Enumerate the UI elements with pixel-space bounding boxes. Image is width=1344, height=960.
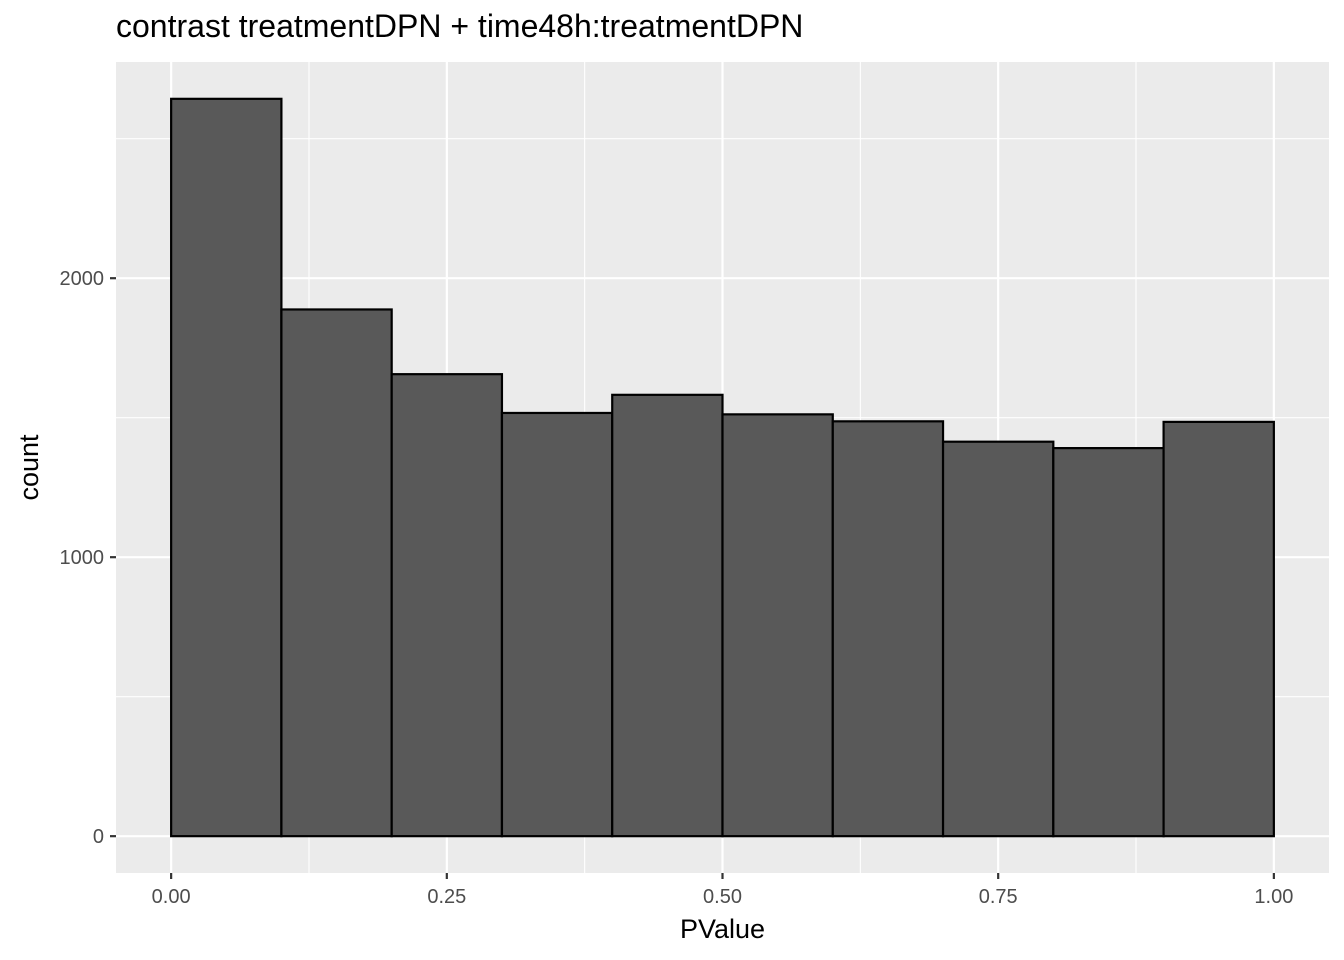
histogram-bar (500, 411, 614, 838)
x-axis-title: PValue (680, 914, 765, 944)
histogram-bar (390, 373, 504, 838)
histogram-bar (170, 97, 283, 838)
histogram-bar (831, 420, 945, 838)
histogram-bars (170, 97, 1275, 838)
y-tick-label: 2000 (60, 268, 105, 290)
histogram-bar (721, 413, 834, 838)
x-tick-label: 0.50 (703, 886, 742, 908)
histogram-bar (941, 440, 1055, 838)
histogram-bar (1162, 420, 1275, 838)
histogram-bar (280, 308, 393, 838)
x-tick-label: 1.00 (1254, 886, 1293, 908)
y-tick-label: 0 (93, 826, 104, 848)
histogram-bar (1052, 447, 1165, 838)
x-tick-label: 0.25 (427, 886, 466, 908)
x-tick-label: 0.00 (152, 886, 191, 908)
x-axis: 0.00 0.25 0.50 0.75 1.00 (152, 873, 1293, 908)
y-tick-label: 1000 (60, 547, 105, 569)
x-tick-label: 0.75 (979, 886, 1018, 908)
histogram-bar (611, 393, 724, 838)
y-axis-title: count (14, 434, 44, 501)
y-axis: 0 1000 2000 (60, 268, 116, 848)
chart-title: contrast treatmentDPN + time48h:treatmen… (116, 8, 804, 44)
